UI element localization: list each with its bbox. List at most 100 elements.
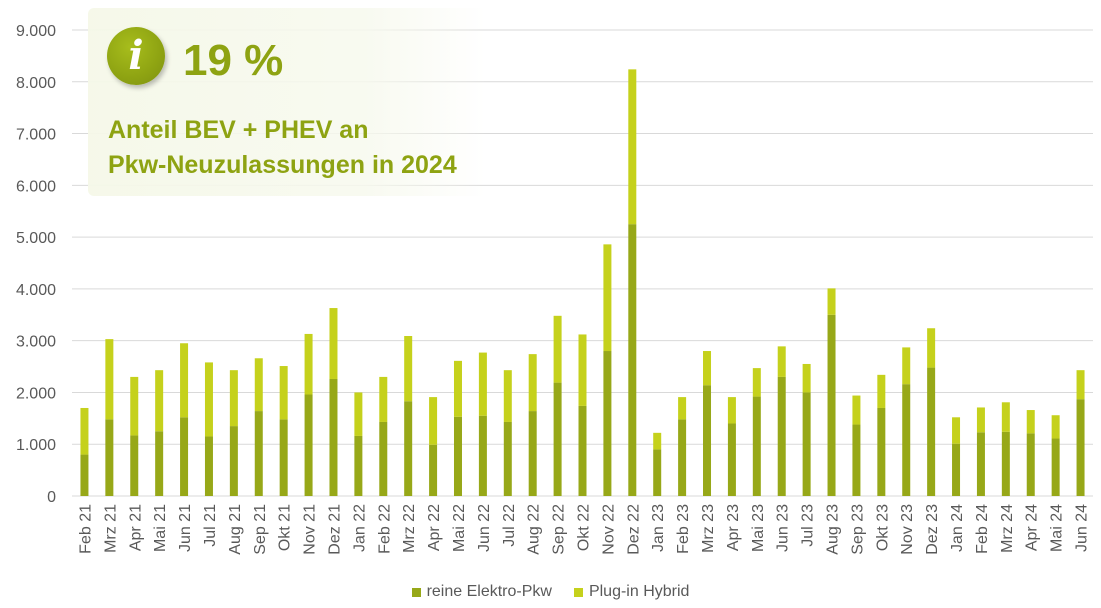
x-tick-label: Jul 23 — [800, 504, 817, 547]
bar-phev — [429, 397, 438, 445]
x-tick-label: Jul 22 — [501, 504, 518, 547]
bar-bev — [653, 449, 662, 496]
bar-phev — [229, 370, 238, 427]
bar-bev — [130, 435, 139, 496]
bar-bev — [777, 376, 786, 496]
x-tick-label: Nov 22 — [600, 504, 617, 555]
bar-phev — [603, 244, 612, 352]
legend-item-phev: Plug-in Hybrid — [573, 583, 689, 601]
bar-phev — [1026, 410, 1035, 434]
y-tick-label: 6.000 — [16, 178, 56, 195]
bar-phev — [777, 346, 786, 377]
bar-phev — [678, 397, 687, 420]
chart-legend: reine Elektro-Pkw Plug-in Hybrid — [0, 583, 1101, 601]
x-tick-label: Apr 22 — [426, 504, 443, 551]
bar-phev — [379, 376, 388, 422]
y-tick-label: 0 — [47, 489, 56, 506]
bar-phev — [130, 376, 139, 436]
bar-bev — [628, 224, 637, 496]
bar-bev — [727, 423, 736, 496]
bar-bev — [453, 416, 462, 496]
x-tick-label: Mai 24 — [1049, 504, 1066, 552]
bar-phev — [578, 334, 587, 406]
x-tick-label: Nov 23 — [899, 504, 916, 555]
bar-phev — [553, 315, 562, 383]
x-tick-label: Sep 22 — [551, 504, 568, 555]
bar-phev — [105, 339, 114, 420]
y-tick-label: 9.000 — [16, 23, 56, 40]
bar-bev — [155, 431, 164, 496]
bar-bev — [578, 405, 587, 496]
x-tick-label: Okt 22 — [576, 504, 593, 551]
bar-bev — [553, 382, 562, 496]
bar-phev — [304, 333, 313, 395]
bar-phev — [802, 363, 811, 393]
legend-item-bev: reine Elektro-Pkw — [411, 583, 552, 601]
bar-bev — [1001, 431, 1010, 496]
y-tick-label: 8.000 — [16, 75, 56, 92]
bar-phev — [80, 407, 89, 455]
x-tick-label: Jun 22 — [476, 504, 493, 552]
y-tick-label: 1.000 — [16, 437, 56, 454]
bar-phev — [877, 374, 886, 408]
bar-phev — [952, 417, 961, 444]
bar-bev — [204, 436, 213, 496]
bar-phev — [180, 343, 189, 418]
y-tick-label: 7.000 — [16, 127, 56, 144]
x-tick-label: Mai 23 — [750, 504, 767, 552]
x-tick-label: Nov 21 — [302, 504, 319, 555]
bar-bev — [528, 411, 537, 496]
bar-phev — [528, 354, 537, 412]
x-tick-label: Jun 24 — [1074, 504, 1091, 552]
bar-bev — [304, 394, 313, 496]
bar-phev — [703, 351, 712, 386]
bar-bev — [678, 419, 687, 496]
x-tick-label: Dez 21 — [326, 504, 343, 555]
bar-bev — [254, 411, 263, 496]
bar-bev — [927, 367, 936, 496]
x-tick-label: Jan 23 — [650, 504, 667, 552]
bar-bev — [952, 443, 961, 496]
bar-bev — [229, 426, 238, 496]
bar-bev — [80, 454, 89, 496]
bar-bev — [1026, 433, 1035, 496]
x-tick-label: Dez 23 — [924, 504, 941, 555]
bar-bev — [404, 401, 413, 496]
bar-bev — [354, 435, 363, 496]
bar-phev — [1001, 402, 1010, 432]
y-tick-label: 5.000 — [16, 230, 56, 247]
bar-phev — [204, 362, 213, 437]
x-tick-label: Mai 22 — [451, 504, 468, 552]
x-axis-tick-labels: Feb 21 Mrz 21 Apr 21 Mai 21 Jun 21 Jul 21 Aug … — [77, 504, 1090, 555]
y-tick-label: 4.000 — [16, 282, 56, 299]
y-axis-tick-labels: 0 1.000 2.000 3.000 4.000 5.000 6.000 7.000 8.00… — [16, 23, 56, 506]
x-tick-label: Apr 23 — [725, 504, 742, 551]
bar-bev — [703, 385, 712, 496]
x-tick-label: Aug 21 — [227, 504, 244, 555]
bar-bev — [827, 314, 836, 496]
bar-phev — [404, 336, 413, 402]
x-tick-label: Jun 23 — [775, 504, 792, 552]
bar-bev — [1076, 399, 1085, 496]
x-tick-label: Okt 21 — [277, 504, 294, 551]
x-tick-label: Jan 24 — [949, 504, 966, 552]
bar-bev — [379, 421, 388, 496]
bar-phev — [827, 288, 836, 315]
bar-bev — [976, 432, 985, 496]
legend-swatch-phev — [573, 587, 583, 597]
x-tick-label: Mrz 21 — [102, 504, 119, 553]
bar-bev — [429, 444, 438, 496]
x-tick-label: Feb 21 — [77, 504, 94, 554]
bar-phev — [155, 370, 164, 432]
bar-phev — [453, 360, 462, 417]
bar-bev — [503, 421, 512, 496]
legend-label-bev: reine Elektro-Pkw — [426, 583, 552, 600]
bar-phev — [752, 368, 761, 397]
bar-phev — [902, 347, 911, 385]
x-tick-label: Mrz 24 — [999, 504, 1016, 553]
info-description-line1: Anteil BEV + PHEV an — [108, 116, 369, 144]
bar-phev — [1076, 370, 1085, 400]
x-tick-label: Apr 21 — [127, 504, 144, 551]
bar-phev — [727, 397, 736, 424]
